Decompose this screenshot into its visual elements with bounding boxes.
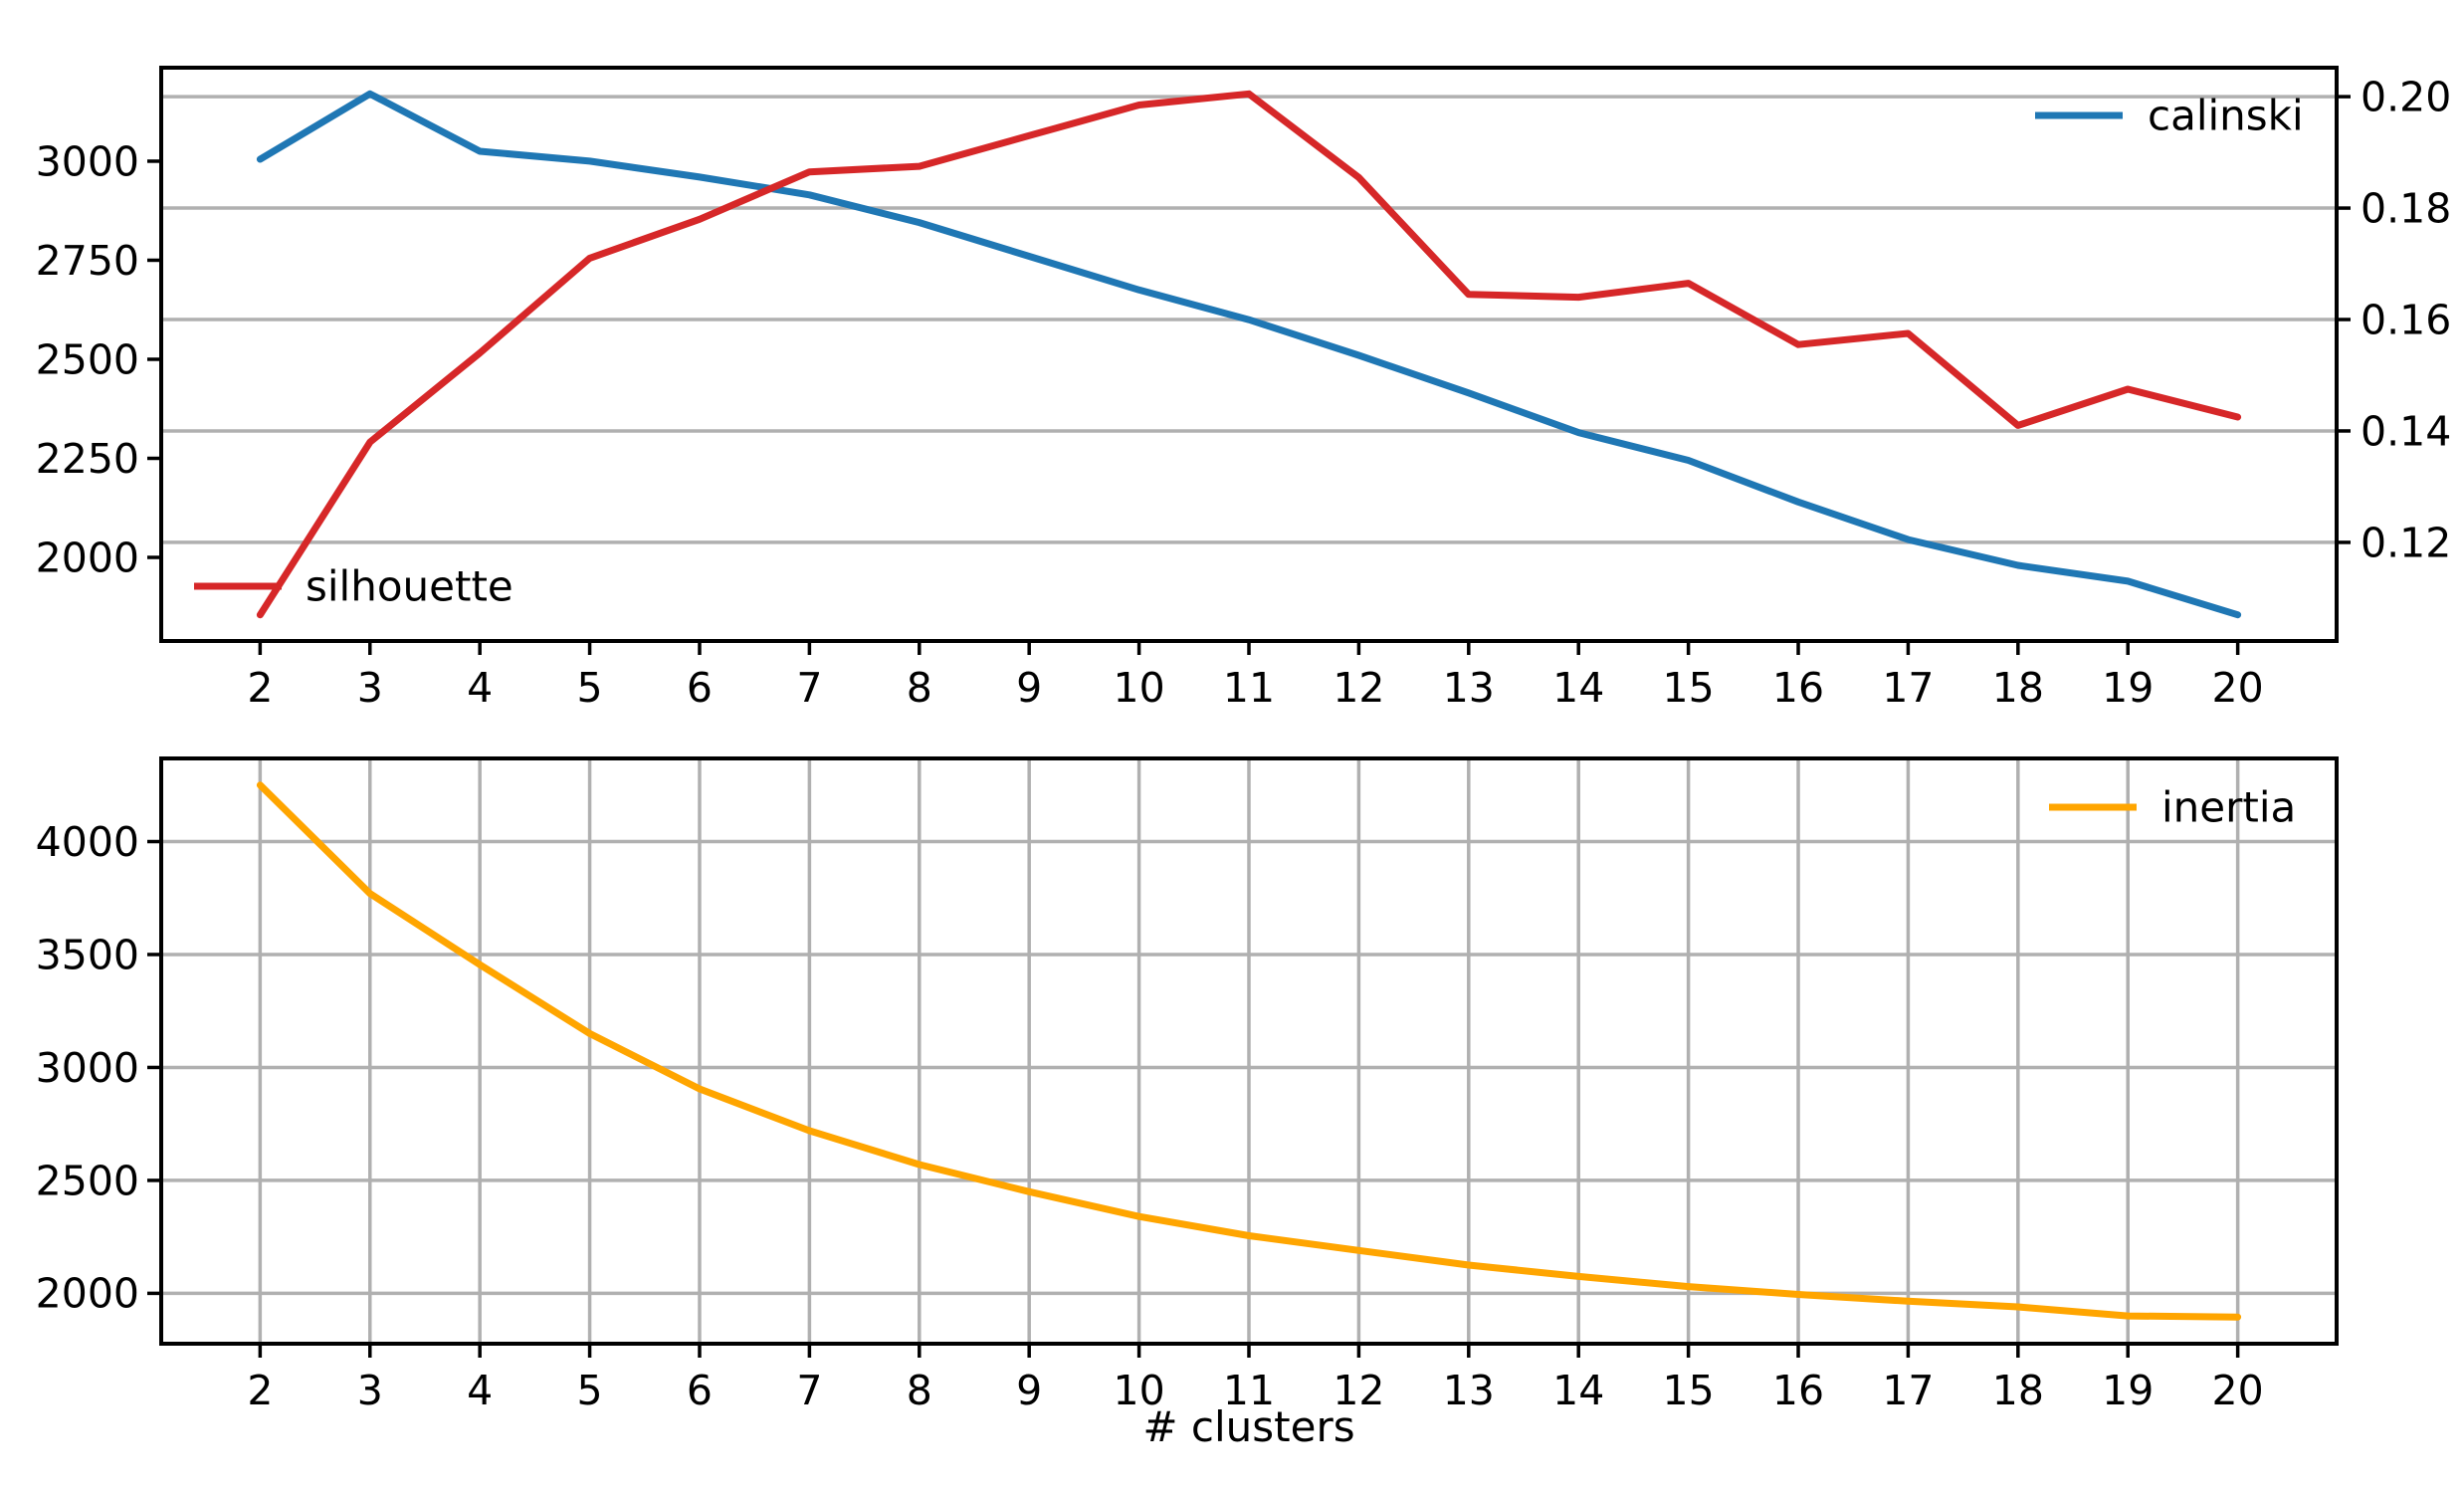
x-tick-label: 20 (2212, 1367, 2264, 1414)
x-tick-label: 5 (577, 664, 603, 712)
right-tick-label: 0.20 (2361, 73, 2451, 120)
x-tick-label: 8 (907, 1367, 932, 1414)
x-tick-label: 6 (687, 1367, 713, 1414)
x-tick-label: 7 (796, 664, 822, 712)
x-tick-label: 14 (1552, 1367, 1604, 1414)
x-tick-label: 11 (1223, 664, 1275, 712)
right-tick-label: 0.16 (2361, 296, 2451, 343)
left-tick-label: 3000 (36, 1044, 139, 1092)
x-tick-label: 10 (1114, 1367, 1165, 1414)
x-tick-label: 19 (2102, 664, 2154, 712)
left-tick-label: 4000 (36, 818, 139, 866)
x-tick-label: 15 (1663, 664, 1715, 712)
silhouette-legend-label: silhouette (306, 562, 513, 611)
calinski-legend-label: calinski (2148, 92, 2304, 140)
left-tick-label: 2000 (36, 1270, 139, 1318)
top-plot: 2 3 4 5 6 7 8 9 10 11 12 13 14 15 16 17 18 19 20 3000 2750 25… (36, 66, 2451, 712)
left-tick-label: 3500 (36, 931, 139, 978)
inertia-line-series (256, 781, 2242, 1321)
x-tick-label: 7 (796, 1367, 822, 1414)
left-tick-label: 2500 (36, 335, 139, 383)
calinski-line-series (256, 90, 2242, 619)
x-tick-label: 12 (1333, 664, 1384, 712)
bottom-plot-legend-upper-right: inertia (2049, 783, 2296, 832)
left-tick-label: 2250 (36, 435, 139, 483)
x-tick-label: 2 (247, 1367, 273, 1414)
x-tick-label: 16 (1772, 664, 1824, 712)
x-tick-label: 12 (1333, 1367, 1384, 1414)
x-tick-label: 3 (357, 1367, 383, 1414)
right-tick-label: 0.14 (2361, 407, 2451, 455)
left-tick-label: 2000 (36, 534, 139, 581)
silhouette-line-series (256, 90, 2242, 619)
x-tick-label: 9 (1016, 1367, 1042, 1414)
x-tick-label: 13 (1443, 664, 1495, 712)
x-axis-title: # clusters (1142, 1402, 1354, 1451)
x-tick-label: 20 (2212, 664, 2264, 712)
left-tick-label: 3000 (36, 137, 139, 185)
right-tick-label: 0.12 (2361, 519, 2451, 566)
left-tick-label: 2750 (36, 237, 139, 285)
x-tick-label: 8 (907, 664, 932, 712)
left-tick-label: 2500 (36, 1157, 139, 1204)
x-tick-label: 18 (1992, 664, 2044, 712)
x-tick-label: 17 (1882, 1367, 1934, 1414)
x-tick-label: 17 (1882, 664, 1934, 712)
x-tick-label: 18 (1992, 1367, 2044, 1414)
top-plot-legend-upper-right: calinski (2035, 92, 2304, 140)
x-tick-label: 3 (357, 664, 383, 712)
inertia-legend-label: inertia (2161, 783, 2296, 832)
x-tick-label: 13 (1443, 1367, 1495, 1414)
x-tick-label: 9 (1016, 664, 1042, 712)
x-tick-label: 15 (1663, 1367, 1715, 1414)
x-tick-label: 14 (1552, 664, 1604, 712)
x-tick-label: 5 (577, 1367, 603, 1414)
x-tick-label: 4 (467, 1367, 493, 1414)
x-tick-label: 11 (1223, 1367, 1275, 1414)
x-tick-label: 19 (2102, 1367, 2154, 1414)
right-tick-label: 0.18 (2361, 184, 2451, 232)
top-plot-legend-lower-left: silhouette (194, 562, 513, 611)
x-tick-label: 6 (687, 664, 713, 712)
x-tick-label: 16 (1772, 1367, 1824, 1414)
x-tick-label: 10 (1114, 664, 1165, 712)
x-tick-label: 4 (467, 664, 493, 712)
bottom-plot: 2 3 4 5 6 7 8 9 10 11 12 13 14 15 16 17 18 19 20 4000 3500 30… (36, 756, 2339, 1414)
x-tick-label: 2 (247, 664, 273, 712)
